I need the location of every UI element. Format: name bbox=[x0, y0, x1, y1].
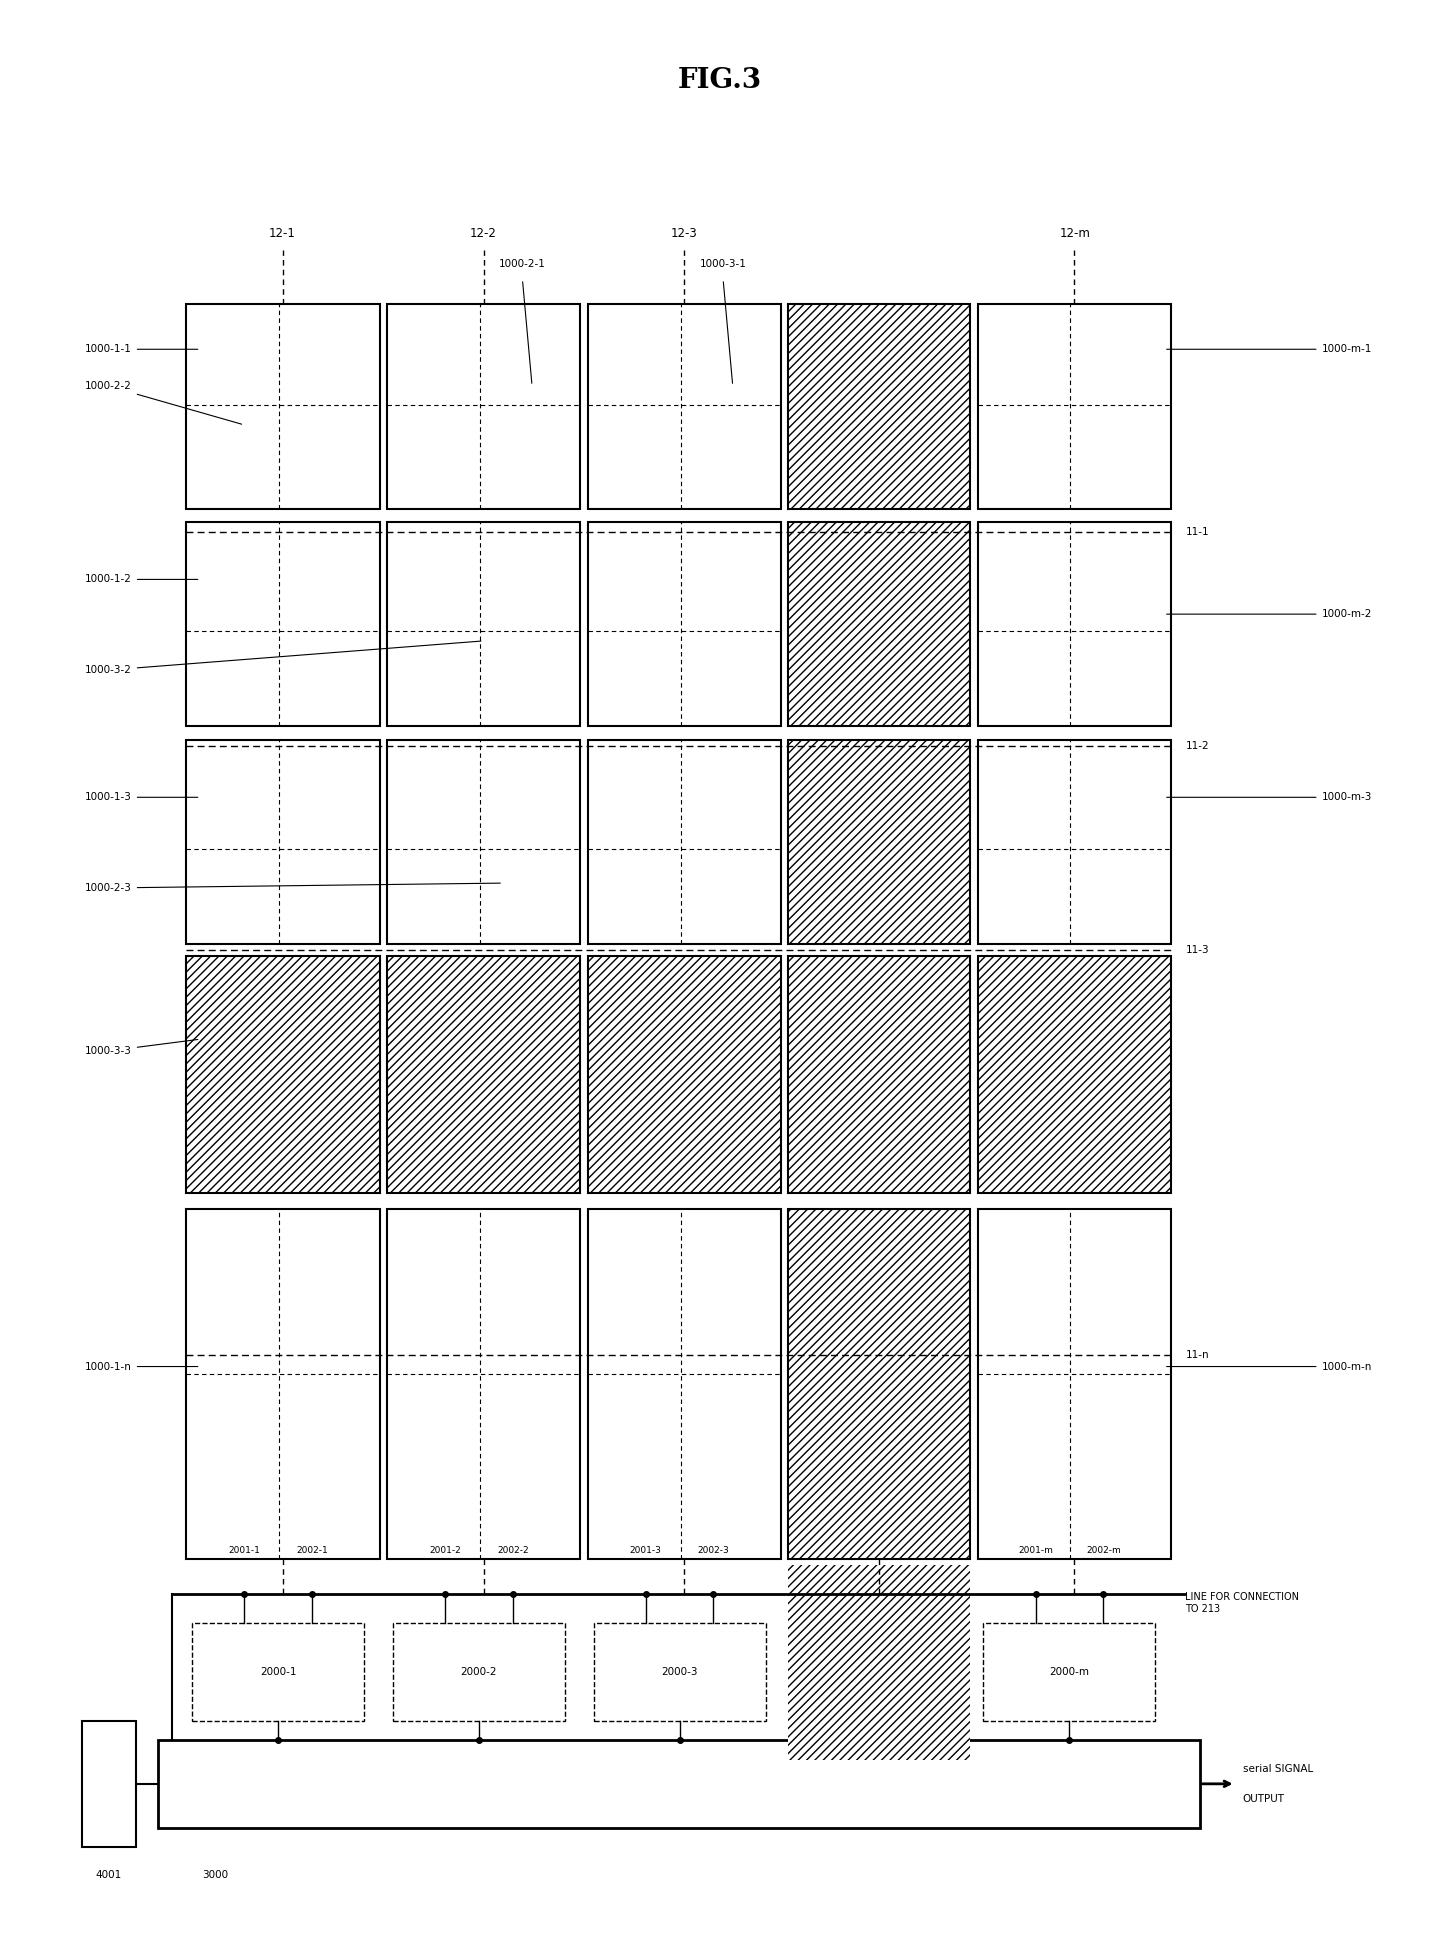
Bar bbox=[789, 1565, 970, 1760]
Text: 1000-3-1: 1000-3-1 bbox=[699, 259, 747, 269]
Text: 1000-3-2: 1000-3-2 bbox=[85, 642, 481, 675]
Bar bbox=[82, 1721, 137, 1848]
Text: 1000-3-3: 1000-3-3 bbox=[85, 1040, 197, 1055]
Text: 2000-3: 2000-3 bbox=[662, 1666, 698, 1678]
Text: 1000-2-1: 1000-2-1 bbox=[499, 259, 545, 269]
Text: 11-1: 11-1 bbox=[1186, 527, 1209, 537]
Text: LINE FOR CONNECTION
TO 213: LINE FOR CONNECTION TO 213 bbox=[1186, 1592, 1299, 1613]
Text: 2001-m: 2001-m bbox=[1019, 1547, 1053, 1555]
Bar bbox=[387, 1210, 580, 1559]
Text: 11-2: 11-2 bbox=[1186, 741, 1209, 751]
Text: 1000-2-2: 1000-2-2 bbox=[85, 380, 242, 423]
Bar bbox=[587, 1210, 781, 1559]
Text: 2000-m: 2000-m bbox=[1049, 1666, 1089, 1678]
Bar bbox=[387, 739, 580, 944]
Bar bbox=[977, 304, 1171, 509]
Text: 1000-1-3: 1000-1-3 bbox=[85, 792, 197, 802]
Bar bbox=[387, 523, 580, 726]
Bar bbox=[587, 739, 781, 944]
Text: 3000: 3000 bbox=[201, 1871, 227, 1881]
Bar bbox=[587, 956, 781, 1194]
Text: 2001-1: 2001-1 bbox=[229, 1547, 260, 1555]
Bar bbox=[393, 1623, 566, 1721]
Text: 12-2: 12-2 bbox=[469, 226, 496, 240]
Text: serial SIGNAL: serial SIGNAL bbox=[1243, 1764, 1312, 1773]
Bar bbox=[186, 739, 380, 944]
Bar bbox=[186, 304, 380, 509]
Text: 1000-m-n: 1000-m-n bbox=[1167, 1362, 1371, 1372]
Bar bbox=[977, 956, 1171, 1194]
Text: 2002-1: 2002-1 bbox=[296, 1547, 328, 1555]
Bar bbox=[158, 1740, 1200, 1828]
Text: 2000-2: 2000-2 bbox=[460, 1666, 496, 1678]
Bar bbox=[186, 523, 380, 726]
Text: 2002-m: 2002-m bbox=[1086, 1547, 1121, 1555]
Text: 11-3: 11-3 bbox=[1186, 944, 1209, 956]
Bar bbox=[186, 1210, 380, 1559]
Text: 2002-2: 2002-2 bbox=[496, 1547, 528, 1555]
Text: 1000-1-1: 1000-1-1 bbox=[85, 343, 197, 355]
Text: 11-n: 11-n bbox=[1186, 1350, 1209, 1360]
Bar bbox=[387, 956, 580, 1194]
Text: 1000-m-1: 1000-m-1 bbox=[1167, 343, 1371, 355]
Text: 12-m: 12-m bbox=[1059, 226, 1091, 240]
Bar bbox=[587, 523, 781, 726]
Text: 2002-3: 2002-3 bbox=[698, 1547, 730, 1555]
Text: 1000-2-3: 1000-2-3 bbox=[85, 884, 501, 894]
Bar bbox=[789, 739, 970, 944]
Bar bbox=[587, 304, 781, 509]
Bar bbox=[387, 304, 580, 509]
Text: 2000-1: 2000-1 bbox=[260, 1666, 296, 1678]
Text: 1000-1-n: 1000-1-n bbox=[85, 1362, 197, 1372]
Text: OUTPUT: OUTPUT bbox=[1243, 1793, 1285, 1803]
Text: 1000-m-2: 1000-m-2 bbox=[1167, 609, 1371, 618]
Bar bbox=[186, 956, 380, 1194]
Text: 12-3: 12-3 bbox=[671, 226, 696, 240]
Text: 12-1: 12-1 bbox=[269, 226, 296, 240]
Bar bbox=[977, 1210, 1171, 1559]
Text: 1000-1-2: 1000-1-2 bbox=[85, 574, 197, 585]
Bar bbox=[789, 523, 970, 726]
Bar bbox=[789, 304, 970, 509]
Bar bbox=[593, 1623, 766, 1721]
Text: 2001-2: 2001-2 bbox=[429, 1547, 460, 1555]
Bar bbox=[789, 1210, 970, 1559]
Bar bbox=[193, 1623, 364, 1721]
Bar bbox=[977, 523, 1171, 726]
Text: 2001-3: 2001-3 bbox=[630, 1547, 662, 1555]
Text: 1000-m-3: 1000-m-3 bbox=[1167, 792, 1371, 802]
Bar bbox=[983, 1623, 1156, 1721]
Text: 4001: 4001 bbox=[96, 1871, 122, 1881]
Text: FIG.3: FIG.3 bbox=[678, 66, 761, 94]
Bar bbox=[789, 956, 970, 1194]
Bar bbox=[977, 739, 1171, 944]
